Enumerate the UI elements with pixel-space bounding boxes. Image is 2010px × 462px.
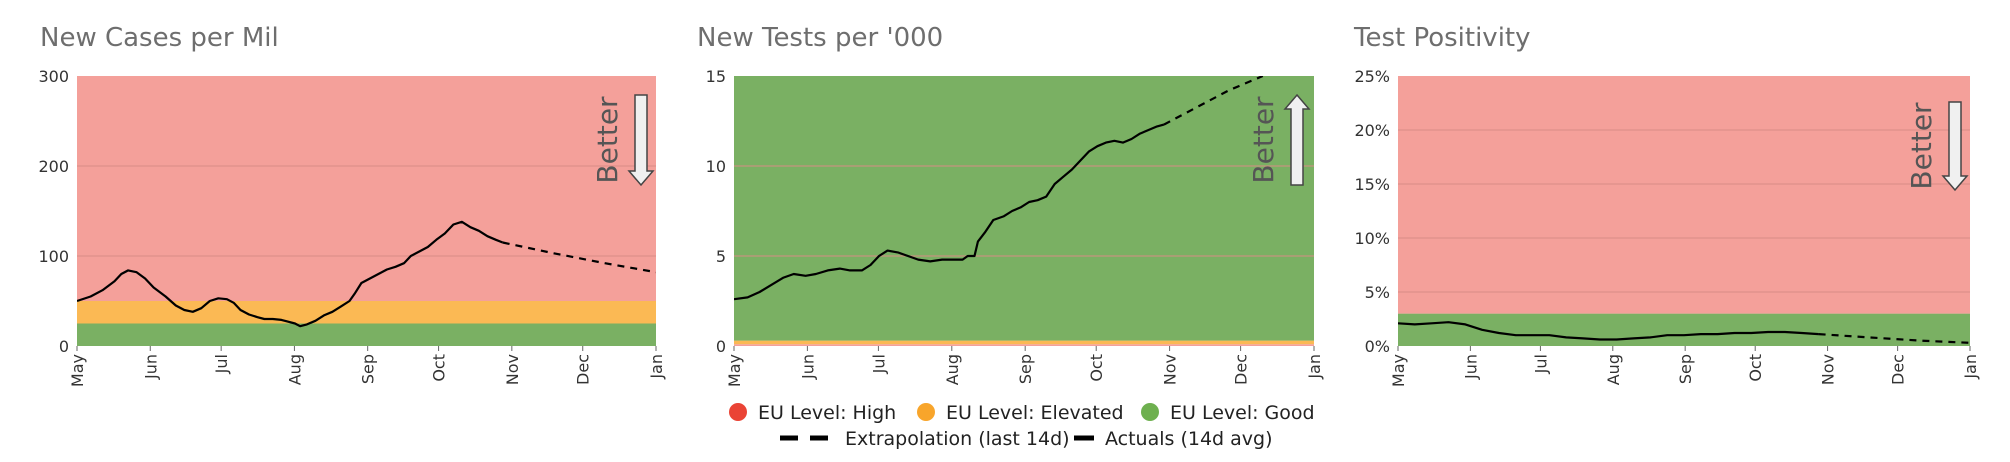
legend: EU Level: High EU Level: Elevated EU Lev… [729, 402, 1315, 450]
y-tick-label: 300 [38, 67, 69, 86]
x-tick-label: May [1389, 354, 1408, 387]
x-tick-label: Jul [1531, 354, 1550, 374]
chart-new-tests: New Tests per '000 0 5 10 15 May Jun Jul Aug Se… [697, 23, 1324, 387]
x-tick-label: Jan [647, 354, 666, 380]
x-tick-label: Dec [1889, 354, 1908, 385]
level-bands [734, 76, 1314, 346]
x-tick-label: Dec [1232, 354, 1251, 385]
chart-title: New Tests per '000 [697, 23, 943, 53]
band-high [734, 344, 1314, 346]
y-tick-label: 10% [1354, 229, 1390, 248]
y-tick-label: 25% [1354, 67, 1390, 86]
level-bands [1398, 76, 1970, 346]
legend-elevated-label: EU Level: Elevated [946, 402, 1124, 424]
x-tick-label: Sep [359, 354, 378, 384]
band-high [1398, 76, 1970, 314]
better-indicator: Better [1905, 101, 1969, 192]
x-axis: May Jun Jul Aug Sep Oct Nov Dec Jan [725, 346, 1324, 387]
x-tick-label: Sep [1676, 354, 1695, 384]
better-indicator: Better [1247, 93, 1311, 186]
x-tick-label: Jun [141, 354, 160, 380]
x-tick-label: Jun [1461, 354, 1480, 380]
arrow-up-icon [1283, 93, 1311, 186]
y-axis: 0 5 10 15 [706, 67, 726, 356]
arrow-down-icon [1941, 101, 1969, 192]
x-tick-label: Jan [1961, 354, 1980, 380]
x-tick-label: May [725, 354, 744, 387]
legend-high-marker [729, 403, 747, 421]
y-axis: 0% 5% 10% 15% 20% 25% [1354, 67, 1390, 356]
x-tick-label: Aug [285, 354, 304, 385]
better-label: Better [1247, 96, 1280, 184]
gridlines [1398, 129, 1970, 293]
y-axis: 0 100 200 300 [38, 67, 69, 356]
arrow-down-icon [627, 94, 655, 187]
legend-high-label: EU Level: High [758, 402, 896, 424]
y-tick-label: 200 [38, 157, 69, 176]
band-good [734, 76, 1314, 341]
actuals-line [77, 220, 504, 328]
legend-good-marker [1141, 403, 1159, 421]
y-tick-label: 5 [716, 247, 726, 266]
chart-title: New Cases per Mil [40, 23, 279, 53]
series-lines [734, 76, 1264, 301]
y-tick-label: 20% [1354, 121, 1390, 140]
legend-extrapolation-label: Extrapolation (last 14d) [845, 428, 1070, 450]
x-tick-label: Aug [1604, 354, 1623, 385]
y-tick-label: 10 [706, 157, 726, 176]
x-tick-label: May [68, 354, 87, 387]
x-axis: May Jun Jul Aug Sep Oct Nov Dec Jan [68, 346, 666, 387]
x-tick-label: Aug [943, 354, 962, 385]
x-tick-label: Nov [1819, 354, 1838, 385]
x-tick-label: Jul [869, 354, 888, 374]
gridlines [734, 165, 1314, 257]
y-tick-label: 0% [1365, 337, 1390, 356]
band-good [1398, 313, 1970, 346]
actuals-line [734, 123, 1165, 301]
legend-good-label: EU Level: Good [1170, 402, 1315, 424]
series-lines [77, 220, 656, 328]
x-tick-label: Oct [1746, 354, 1765, 382]
y-tick-label: 100 [38, 247, 69, 266]
x-tick-label: Oct [1087, 354, 1106, 382]
better-label: Better [591, 96, 624, 184]
legend-actuals-label: Actuals (14d avg) [1105, 428, 1273, 450]
x-tick-label: Jan [1305, 354, 1324, 380]
band-high [77, 76, 656, 301]
band-elevated [734, 340, 1314, 345]
x-tick-label: Oct [430, 354, 449, 382]
y-tick-label: 0 [59, 337, 69, 356]
band-elevated [77, 301, 656, 324]
x-tick-label: Dec [574, 354, 593, 385]
series-lines [1398, 321, 1970, 344]
x-tick-label: Sep [1016, 354, 1035, 384]
x-tick-label: Jul [212, 354, 231, 374]
gridlines [77, 165, 656, 257]
extrapolation-line [502, 241, 656, 274]
legend-elevated-marker [917, 403, 935, 421]
y-tick-label: 5% [1365, 283, 1390, 302]
better-indicator: Better [591, 94, 655, 187]
chart-test-positivity: Test Positivity 0% 5% 10% 15% 20% 25% May Jun J… [1353, 23, 1980, 387]
x-tick-label: Jun [798, 354, 817, 380]
extrapolation-line [1163, 76, 1264, 126]
better-label: Better [1905, 102, 1938, 190]
band-good [77, 323, 656, 346]
y-tick-label: 15 [706, 67, 726, 86]
level-bands [77, 76, 656, 346]
chart-title: Test Positivity [1353, 23, 1531, 53]
x-tick-label: Nov [503, 354, 522, 385]
chart-new-cases: New Cases per Mil 0 100 200 300 May Jun Jul Au… [38, 23, 666, 387]
x-axis: May Jun Jul Aug Sep Oct Nov Dec Jan [1389, 346, 1980, 387]
y-tick-label: 0 [716, 337, 726, 356]
y-tick-label: 15% [1354, 175, 1390, 194]
x-tick-label: Nov [1161, 354, 1180, 385]
actuals-line [1398, 321, 1819, 341]
